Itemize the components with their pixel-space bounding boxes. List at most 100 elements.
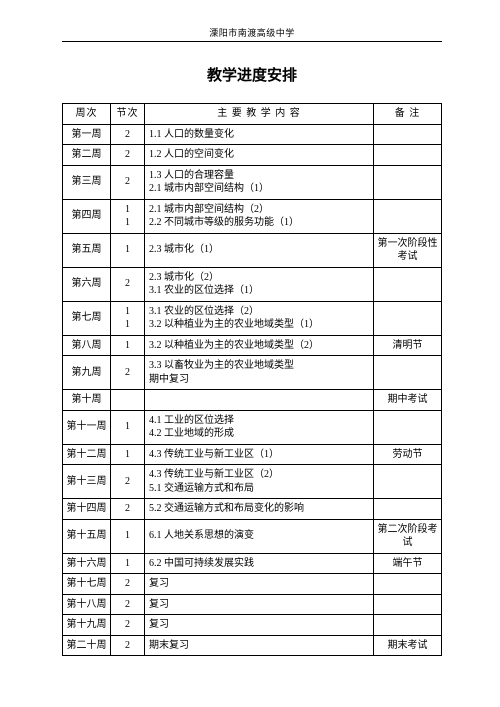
- cell-week: 第二周: [63, 145, 111, 166]
- cell-content: 4.3 传统工业与新工业区（1）: [145, 444, 374, 465]
- cell-content: 期末复习: [145, 635, 374, 656]
- cell-section: 2: [111, 574, 145, 595]
- cell-note: [374, 465, 442, 499]
- cell-content: 5.2 交通运输方式和布局变化的影响: [145, 499, 374, 520]
- cell-week: 第八周: [63, 335, 111, 356]
- cell-note: [374, 199, 442, 233]
- cell-note: [374, 499, 442, 520]
- cell-note: [374, 145, 442, 166]
- cell-week: 第十九周: [63, 615, 111, 636]
- cell-section: 2: [111, 499, 145, 520]
- cell-section: 2: [111, 356, 145, 390]
- table-header-row: 周次 节次 主 要 教 学 内 容 备 注: [63, 104, 442, 125]
- table-row: 第十一周14.1 工业的区位选择4.2 工业地域的形成: [63, 410, 442, 444]
- cell-section: 2: [111, 594, 145, 615]
- table-row: 第九周23.3 以畜牧业为主的农业地域类型期中复习: [63, 356, 442, 390]
- table-row: 第十四周25.2 交通运输方式和布局变化的影响: [63, 499, 442, 520]
- col-header-week: 周次: [63, 104, 111, 125]
- cell-content: 1.1 人口的数量变化: [145, 124, 374, 145]
- cell-section: 2: [111, 615, 145, 636]
- cell-section: 2: [111, 267, 145, 301]
- table-row: 第十三周24.3 传统工业与新工业区（2）5.1 交通运输方式和布局: [63, 465, 442, 499]
- cell-section: 1: [111, 553, 145, 574]
- cell-note: [374, 574, 442, 595]
- cell-section: 2: [111, 124, 145, 145]
- cell-content: 4.1 工业的区位选择4.2 工业地域的形成: [145, 410, 374, 444]
- cell-section: [111, 390, 145, 411]
- cell-content: [145, 390, 374, 411]
- cell-note: [374, 410, 442, 444]
- cell-week: 第十一周: [63, 410, 111, 444]
- cell-content: 复习: [145, 574, 374, 595]
- table-row: 第七周113.1 农业的区位选择（2）3.2 以种植业为主的农业地域类型（1）: [63, 301, 442, 335]
- cell-week: 第十六周: [63, 553, 111, 574]
- schedule-table: 周次 节次 主 要 教 学 内 容 备 注 第一周21.1 人口的数量变化第二周…: [62, 103, 442, 656]
- cell-section: 11: [111, 301, 145, 335]
- cell-note: [374, 615, 442, 636]
- cell-content: 6.1 人地关系思想的演变: [145, 519, 374, 553]
- table-row: 第十五周16.1 人地关系思想的演变第二次阶段考试: [63, 519, 442, 553]
- cell-section: 2: [111, 465, 145, 499]
- school-header: 溧阳市南渡高级中学: [62, 26, 442, 42]
- cell-note: 期末考试: [374, 635, 442, 656]
- cell-note: [374, 267, 442, 301]
- table-body: 第一周21.1 人口的数量变化第二周21.2 人口的空间变化第三周21.3 人口…: [63, 124, 442, 656]
- cell-week: 第十八周: [63, 594, 111, 615]
- cell-week: 第十三周: [63, 465, 111, 499]
- cell-content: 1.2 人口的空间变化: [145, 145, 374, 166]
- cell-week: 第十四周: [63, 499, 111, 520]
- cell-week: 第十周: [63, 390, 111, 411]
- cell-week: 第十七周: [63, 574, 111, 595]
- table-row: 第十二周14.3 传统工业与新工业区（1）劳动节: [63, 444, 442, 465]
- col-header-content: 主 要 教 学 内 容: [145, 104, 374, 125]
- cell-note: [374, 594, 442, 615]
- cell-week: 第一周: [63, 124, 111, 145]
- cell-note: [374, 124, 442, 145]
- document-title: 教学进度安排: [62, 64, 442, 85]
- cell-section: 11: [111, 199, 145, 233]
- cell-content: 3.2 以种植业为主的农业地域类型（2）: [145, 335, 374, 356]
- cell-note: 第二次阶段考试: [374, 519, 442, 553]
- table-row: 第二周21.2 人口的空间变化: [63, 145, 442, 166]
- cell-week: 第四周: [63, 199, 111, 233]
- cell-content: 4.3 传统工业与新工业区（2）5.1 交通运输方式和布局: [145, 465, 374, 499]
- cell-week: 第七周: [63, 301, 111, 335]
- cell-week: 第六周: [63, 267, 111, 301]
- table-row: 第十周期中考试: [63, 390, 442, 411]
- cell-week: 第二十周: [63, 635, 111, 656]
- cell-content: 复习: [145, 615, 374, 636]
- table-row: 第五周12.3 城市化（1）第一次阶段性考试: [63, 233, 442, 267]
- table-row: 第一周21.1 人口的数量变化: [63, 124, 442, 145]
- cell-section: 2: [111, 635, 145, 656]
- cell-week: 第三周: [63, 165, 111, 199]
- cell-content: 1.3 人口的合理容量2.1 城市内部空间结构（1）: [145, 165, 374, 199]
- cell-section: 1: [111, 233, 145, 267]
- table-row: 第十六周16.2 中国可持续发展实践端午节: [63, 553, 442, 574]
- cell-note: 劳动节: [374, 444, 442, 465]
- cell-content: 6.2 中国可持续发展实践: [145, 553, 374, 574]
- cell-section: 2: [111, 165, 145, 199]
- cell-week: 第十五周: [63, 519, 111, 553]
- cell-note: [374, 356, 442, 390]
- table-row: 第十七周2复习: [63, 574, 442, 595]
- cell-content: 复习: [145, 594, 374, 615]
- cell-week: 第九周: [63, 356, 111, 390]
- cell-section: 1: [111, 410, 145, 444]
- table-row: 第八周13.2 以种植业为主的农业地域类型（2）清明节: [63, 335, 442, 356]
- cell-section: 1: [111, 444, 145, 465]
- table-row: 第三周21.3 人口的合理容量2.1 城市内部空间结构（1）: [63, 165, 442, 199]
- cell-content: 2.3 城市化（1）: [145, 233, 374, 267]
- table-row: 第十八周2复习: [63, 594, 442, 615]
- cell-week: 第十二周: [63, 444, 111, 465]
- cell-note: [374, 301, 442, 335]
- cell-section: 2: [111, 145, 145, 166]
- col-header-note: 备 注: [374, 104, 442, 125]
- cell-week: 第五周: [63, 233, 111, 267]
- table-row: 第四周112.1 城市内部空间结构（2）2.2 不同城市等级的服务功能（1）: [63, 199, 442, 233]
- table-row: 第十九周2复习: [63, 615, 442, 636]
- cell-note: 第一次阶段性考试: [374, 233, 442, 267]
- cell-section: 1: [111, 519, 145, 553]
- col-header-section: 节次: [111, 104, 145, 125]
- table-row: 第二十周2期末复习期末考试: [63, 635, 442, 656]
- cell-content: 2.1 城市内部空间结构（2）2.2 不同城市等级的服务功能（1）: [145, 199, 374, 233]
